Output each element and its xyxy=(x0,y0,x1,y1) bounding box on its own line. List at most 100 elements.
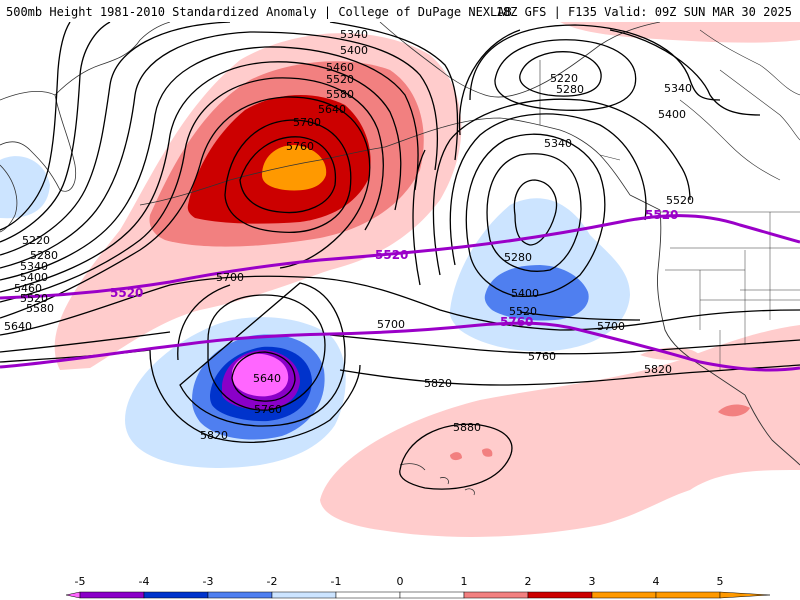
contour-5340-wide xyxy=(469,24,721,101)
contour-label: 5700 xyxy=(216,271,244,284)
contour-5640-ridge xyxy=(0,96,371,319)
contour-5340 xyxy=(0,22,459,256)
contour-label: 5760 xyxy=(286,140,314,153)
colorbar-block xyxy=(335,591,401,599)
contour-label: 5640 xyxy=(4,320,32,333)
positive-anomaly-2-spot-b xyxy=(450,452,462,461)
coastline-baja xyxy=(744,394,800,466)
contour-label: 5700 xyxy=(377,318,405,331)
contour-5820-low xyxy=(149,349,361,443)
colorbar-ticks: -5 -4 -3 -2 -1 0 1 2 3 4 5 xyxy=(75,575,724,588)
contour-label: 5520 xyxy=(666,194,694,207)
colorbar-extend-high xyxy=(719,591,771,599)
contour-5640-low xyxy=(231,351,296,402)
contour-label: 5580 xyxy=(326,88,354,101)
anomaly-map: 5340 5400 5460 5520 5580 5640 5700 5760 … xyxy=(0,22,800,570)
contour-label: 5880 xyxy=(453,421,481,434)
contour-5400 xyxy=(0,31,438,269)
contour-label: 5520 xyxy=(509,305,537,318)
coastline-kamchatka xyxy=(0,94,77,192)
reference-label: 5520 xyxy=(645,208,678,222)
positive-anomaly-4 xyxy=(262,145,327,191)
coastline-alaska xyxy=(384,117,631,196)
contour-5760-ridge xyxy=(239,136,337,214)
colorbar-block xyxy=(207,591,273,599)
contour-label: 5640 xyxy=(253,372,281,385)
coastline-hawaii xyxy=(399,463,475,496)
negative-anomaly-1-edge xyxy=(0,156,50,219)
map-header: 500mb Height 1981-2010 Standardized Anom… xyxy=(0,0,800,22)
colorbar-tick-label: 1 xyxy=(461,575,468,588)
positive-anomaly-1-north xyxy=(560,22,800,43)
colorbar-block xyxy=(399,591,465,599)
coastline-canada xyxy=(679,29,800,181)
model-run-info: 18Z GFS | F135 Valid: 09Z SUN MAR 30 202… xyxy=(495,5,792,19)
colorbar-tick-label: 5 xyxy=(717,575,724,588)
contour-label: 5460 xyxy=(14,282,42,295)
contour-label: 5400 xyxy=(658,108,686,121)
coastline-west-us xyxy=(657,209,746,396)
contour-label: 5820 xyxy=(424,377,452,390)
colorbar-tick-label: 0 xyxy=(397,575,404,588)
anomaly-colorbar: -5 -4 -3 -2 -1 0 1 2 3 4 5 xyxy=(0,570,800,600)
contour-label: 5700 xyxy=(293,116,321,129)
contour-5760-low xyxy=(177,282,346,427)
reference-contours xyxy=(0,214,800,372)
contour-5220-low xyxy=(519,51,602,97)
colorbar-tick-label: -1 xyxy=(331,575,342,588)
colorbar-tick-label: 2 xyxy=(525,575,532,588)
contour-5220 xyxy=(0,22,71,231)
colorbar-tick-label: -2 xyxy=(267,575,278,588)
negative-anomaly-2-east xyxy=(484,265,589,321)
contour-label: 5400 xyxy=(511,287,539,300)
contour-label: 5760 xyxy=(254,403,282,416)
colorbar-blocks xyxy=(65,591,771,599)
contour-label: 5820 xyxy=(200,429,228,442)
colorbar-block xyxy=(527,591,593,599)
reference-label: 5520 xyxy=(375,248,408,262)
state-border-lines xyxy=(660,211,800,370)
contour-label: 5340 xyxy=(664,82,692,95)
contour-5400-wide xyxy=(458,29,761,136)
contour-label: 5220 xyxy=(550,72,578,85)
colorbar-tick-label: -4 xyxy=(139,575,150,588)
contour-label: 5280 xyxy=(30,249,58,262)
contour-5880 xyxy=(399,423,513,490)
coastline-aleutians xyxy=(139,146,386,206)
colorbar-block xyxy=(591,591,657,599)
reference-label: 5760 xyxy=(500,315,533,329)
coastline-bc xyxy=(629,194,661,211)
colorbar-block xyxy=(79,591,145,599)
contour-label: 5580 xyxy=(26,302,54,315)
contour-label: 5340 xyxy=(340,28,368,41)
contour-label: 5340 xyxy=(20,260,48,273)
contour-label: 5400 xyxy=(340,44,368,57)
coastline-alaska-north xyxy=(379,22,661,98)
contour-label: 5640 xyxy=(318,103,346,116)
ref-contour-5760 xyxy=(0,321,800,372)
colorbar-tick-label: -5 xyxy=(75,575,86,588)
contour-labels: 5340 5400 5460 5520 5580 5640 5700 5760 … xyxy=(4,28,694,442)
reference-label: 5520 xyxy=(110,286,143,300)
contour-5280 xyxy=(0,22,111,243)
contour-label: 5220 xyxy=(22,234,50,247)
negative-anomaly-5 xyxy=(232,353,289,397)
contour-label: 5280 xyxy=(504,251,532,264)
contour-5460-trough xyxy=(449,113,647,266)
colorbar-block xyxy=(463,591,529,599)
anomaly-shading xyxy=(0,22,800,537)
contour-5580-trough xyxy=(412,149,641,321)
contour-5520-black xyxy=(0,61,402,293)
contour-5700-low xyxy=(207,294,326,411)
ref-contour-5520 xyxy=(0,214,800,300)
contour-5520-trough xyxy=(432,98,691,276)
positive-anomaly-1-east xyxy=(320,325,800,537)
contour-label: 5760 xyxy=(528,350,556,363)
contour-label: 5700 xyxy=(597,320,625,333)
contour-label: 5520 xyxy=(20,292,48,305)
coastlines xyxy=(0,22,800,496)
contour-5760 xyxy=(0,331,800,355)
reference-labels: 5520 5520 5520 5760 xyxy=(110,208,678,329)
contour-label: 5820 xyxy=(644,363,672,376)
